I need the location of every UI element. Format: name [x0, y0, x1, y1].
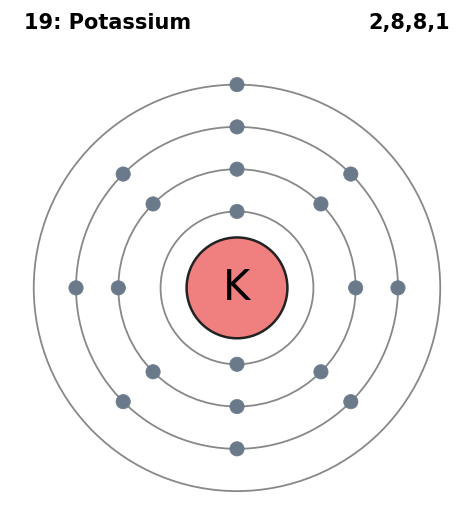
Circle shape [116, 167, 130, 181]
Circle shape [391, 281, 405, 295]
Circle shape [69, 281, 83, 295]
Circle shape [230, 442, 244, 456]
Circle shape [344, 394, 358, 409]
Circle shape [187, 238, 287, 338]
Circle shape [230, 77, 244, 92]
Circle shape [230, 162, 244, 176]
Circle shape [146, 364, 160, 379]
Circle shape [314, 364, 328, 379]
Circle shape [344, 167, 358, 181]
Circle shape [111, 281, 126, 295]
Circle shape [348, 281, 363, 295]
Circle shape [230, 357, 244, 372]
Text: 2,8,8,1: 2,8,8,1 [369, 13, 450, 33]
Circle shape [116, 394, 130, 409]
Text: K: K [223, 267, 251, 309]
Circle shape [146, 197, 160, 211]
Circle shape [230, 400, 244, 414]
Circle shape [230, 120, 244, 134]
Circle shape [230, 204, 244, 218]
Circle shape [314, 197, 328, 211]
Text: 19: Potassium: 19: Potassium [24, 13, 191, 33]
